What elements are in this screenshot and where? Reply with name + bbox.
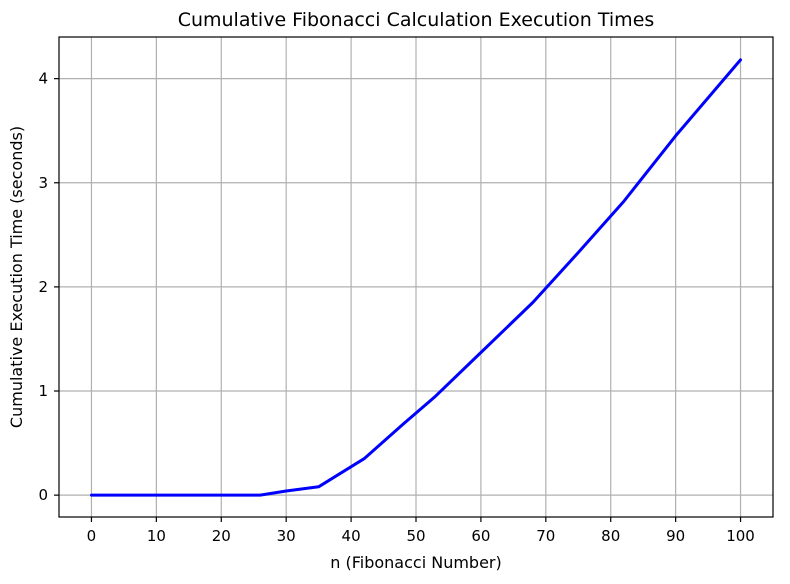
y-tick-label-1: 1 <box>38 382 48 400</box>
y-axis-label: Cumulative Execution Time (seconds) <box>7 126 26 428</box>
y-tick-label-4: 4 <box>38 70 48 88</box>
x-axis-ticks: 0 10 20 30 40 50 60 70 80 90 100 <box>87 517 755 545</box>
x-tick-label-9: 90 <box>666 527 685 545</box>
y-tick-label-2: 2 <box>38 278 48 296</box>
x-axis-label: n (Fibonacci Number) <box>330 553 501 572</box>
series-line-0 <box>90 58 742 497</box>
y-tick-label-0: 0 <box>38 486 48 504</box>
x-tick-label-5: 50 <box>406 527 425 545</box>
y-axis-ticks: 0 1 2 3 4 <box>38 70 59 504</box>
x-tick-label-8: 80 <box>601 527 620 545</box>
x-tick-label-3: 30 <box>277 527 296 545</box>
y-tick-label-3: 3 <box>38 174 48 192</box>
series-layer <box>90 58 742 497</box>
x-tick-label-10: 100 <box>726 527 755 545</box>
x-tick-label-0: 0 <box>87 527 97 545</box>
x-tick-label-2: 20 <box>212 527 231 545</box>
x-tick-label-4: 40 <box>342 527 361 545</box>
x-tick-label-7: 70 <box>536 527 555 545</box>
x-tick-label-6: 60 <box>471 527 490 545</box>
chart-title: Cumulative Fibonacci Calculation Executi… <box>178 9 655 31</box>
x-tick-label-1: 10 <box>147 527 166 545</box>
